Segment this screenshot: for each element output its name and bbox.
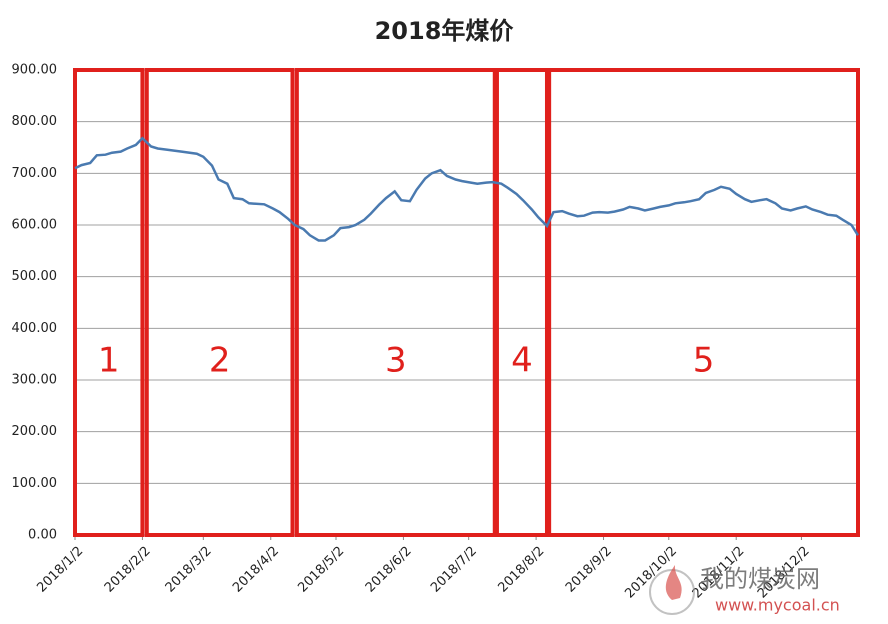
period-label: 2 [209, 341, 231, 381]
y-tick-label: 900.00 [12, 63, 58, 78]
x-tick-label: 2018/5/2 [295, 544, 347, 596]
x-tick-label: 2018/4/2 [230, 544, 282, 596]
period-label: 4 [511, 341, 533, 381]
y-tick-label: 300.00 [12, 373, 58, 388]
x-tick-label: 2018/7/2 [428, 544, 480, 596]
x-tick-label: 2018/2/2 [102, 544, 154, 596]
y-tick-label: 200.00 [12, 424, 58, 439]
y-tick-label: 800.00 [12, 114, 58, 129]
chart-title: 2018年煤价 [375, 17, 515, 45]
y-tick-label: 0.00 [28, 528, 57, 543]
watermark-flame [665, 565, 682, 600]
y-tick-label: 100.00 [12, 476, 58, 491]
x-tick-label: 2018/6/2 [363, 544, 415, 596]
period-label: 5 [693, 341, 715, 381]
period-label: 1 [98, 341, 120, 381]
line [74, 136, 860, 242]
y-tick-label: 600.00 [12, 218, 58, 233]
watermark-url: www.mycoal.cn [715, 596, 840, 615]
y-tick-label: 500.00 [12, 269, 58, 284]
period-box [494, 68, 549, 537]
y-tick-label: 400.00 [12, 321, 58, 336]
period-label: 3 [385, 341, 407, 381]
watermark-name: 我的煤炭网 [700, 565, 820, 593]
period-box [144, 68, 295, 537]
period-box [294, 68, 497, 537]
period-box [547, 68, 861, 537]
x-tick-label: 2018/9/2 [563, 544, 615, 596]
period-box [73, 68, 145, 537]
x-tick-label: 2018/1/2 [34, 544, 86, 596]
y-tick-label: 700.00 [12, 166, 58, 181]
x-tick-label: 2018/3/2 [163, 544, 215, 596]
x-tick-label: 2018/8/2 [496, 544, 548, 596]
